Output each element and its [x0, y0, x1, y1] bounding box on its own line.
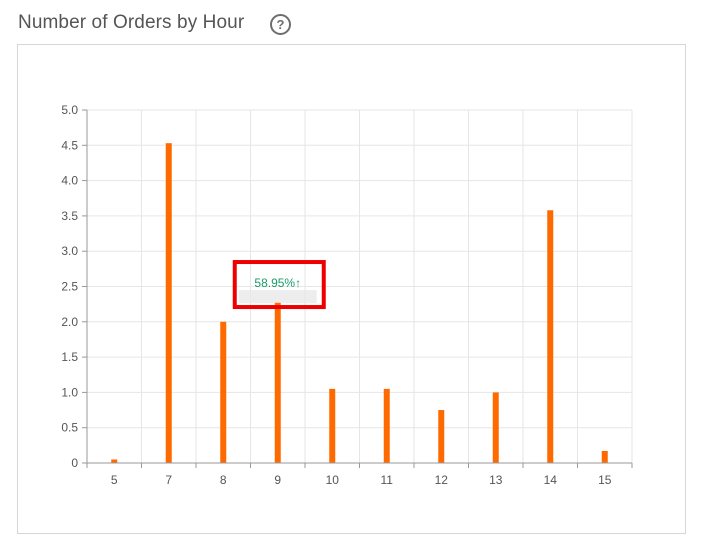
highlight-box	[232, 260, 326, 310]
bar-hour-5[interactable]	[111, 459, 118, 463]
y-tick-label: 1.5	[61, 350, 78, 364]
x-tick-label: 8	[220, 473, 227, 487]
x-tick-label: 15	[598, 473, 612, 487]
bar-hour-15[interactable]	[601, 450, 608, 463]
y-tick-label: 3.5	[61, 209, 78, 223]
y-tick-label: 0.5	[61, 421, 78, 435]
x-tick-label: 11	[381, 473, 394, 487]
x-tick-label: 9	[274, 473, 281, 487]
chart-panel	[17, 44, 686, 534]
grid-lines	[86, 109, 633, 463]
axes: 0 0.5 1.0 1.5 2.0 2.5 3.0 3.5 4.0 4.5 5.0 5 7 8 9 10 11 1…	[61, 103, 633, 487]
bar-hour-13[interactable]	[492, 392, 499, 463]
y-tick-label: 0	[71, 456, 78, 470]
bar-hour-7[interactable]	[165, 143, 172, 463]
question-circle-icon[interactable]: ?	[270, 14, 291, 35]
x-tick-label: 5	[111, 473, 118, 487]
annotation-background	[238, 290, 317, 304]
growth-percent-label: 58.95%↑	[254, 276, 301, 290]
x-tick-label: 10	[326, 473, 340, 487]
bar-hour-9[interactable]	[274, 302, 281, 463]
x-tick-label: 13	[489, 473, 503, 487]
y-tick-label: 5.0	[61, 103, 78, 117]
bar-hour-12[interactable]	[438, 410, 445, 463]
growth-annotation: 58.95%↑	[232, 260, 326, 310]
x-tick-label: 12	[435, 473, 449, 487]
y-tick-label: 2.5	[61, 280, 78, 294]
y-tick-label: 2.0	[61, 315, 78, 329]
bar-hour-10[interactable]	[329, 388, 336, 463]
x-tick-label: 14	[544, 473, 558, 487]
chart-title: Number of Orders by Hour	[18, 12, 245, 33]
y-tick-label: 4.5	[61, 138, 78, 152]
x-tick-label: 7	[165, 473, 172, 487]
bar-hour-11[interactable]	[383, 388, 390, 463]
bar-hour-14[interactable]	[547, 210, 554, 463]
y-tick-label: 4.0	[61, 174, 78, 188]
y-tick-label: 1.0	[61, 385, 78, 399]
y-tick-label: 3.0	[61, 244, 78, 258]
bars	[111, 143, 608, 463]
bar-hour-8[interactable]	[220, 321, 227, 463]
